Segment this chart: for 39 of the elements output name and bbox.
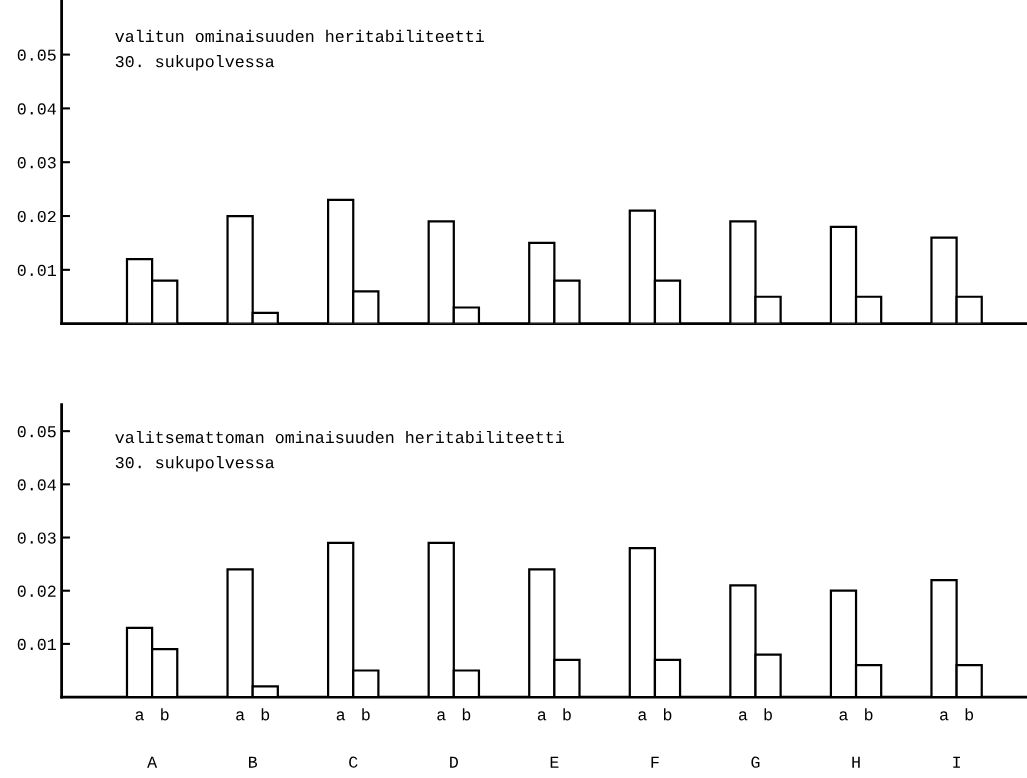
text: b xyxy=(965,708,974,721)
y-tick-label: 0.02 xyxy=(17,585,56,597)
x-tick-label: H xyxy=(852,756,860,768)
y-tick-label: 0.04 xyxy=(17,103,56,115)
text: b xyxy=(261,708,270,721)
y-tick-label: 0.04 xyxy=(17,479,56,491)
text: a xyxy=(839,711,848,721)
text: a xyxy=(638,711,647,721)
series-label: b xyxy=(161,708,169,721)
text: a xyxy=(336,711,346,721)
text: b xyxy=(563,708,571,721)
y-tick-label: 0.02 xyxy=(17,210,56,223)
text: a xyxy=(236,711,245,721)
x-tick-label: C xyxy=(349,756,358,768)
y-tick-label: 0.05 xyxy=(17,426,56,438)
y-tick-label: 0.03 xyxy=(17,157,56,169)
text: valitsemattoman ominaisuuden heritabiliteetti 30. sukupolvessa xyxy=(115,430,564,472)
text: a xyxy=(537,711,547,721)
x-tick-label: F xyxy=(651,756,659,768)
x-tick-label: E xyxy=(550,756,559,768)
text: b xyxy=(764,708,772,721)
text: b xyxy=(462,708,471,721)
text: valitun ominaisuuden heritabiliteetti 30. sukupolvessa xyxy=(115,29,484,71)
text: a xyxy=(437,711,446,721)
text: b xyxy=(362,708,370,721)
y-tick-label: 0.05 xyxy=(17,49,56,61)
y-tick-label: 0.03 xyxy=(17,532,56,544)
x-tick-label: I xyxy=(953,756,960,768)
text: a xyxy=(738,711,748,721)
text: a xyxy=(940,711,949,721)
series-label: a xyxy=(135,711,144,721)
x-tick-label: D xyxy=(450,756,458,768)
x-tick-label: B xyxy=(249,756,258,768)
y-tick-label: 0.01 xyxy=(17,638,56,651)
x-tick-label: A xyxy=(147,756,158,768)
text: b xyxy=(865,708,873,721)
text: b xyxy=(663,708,672,721)
x-tick-label: G xyxy=(751,756,760,768)
y-tick-label: 0.01 xyxy=(17,264,56,277)
